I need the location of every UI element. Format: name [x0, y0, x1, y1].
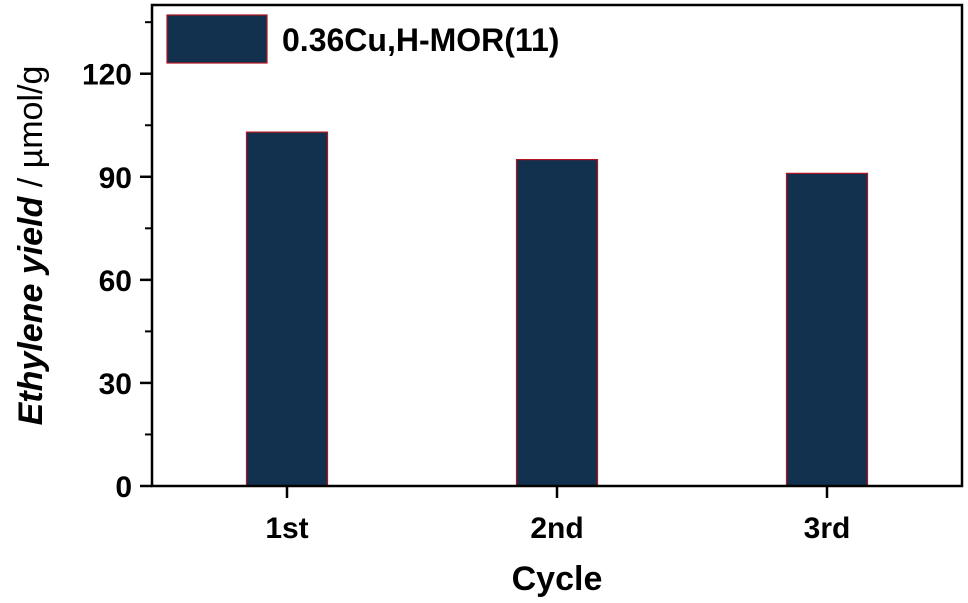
y-axis-title-main: Ethylene yield: [12, 195, 50, 425]
x-tick-label-2nd: 2nd: [530, 512, 583, 545]
y-tick-label-120: 120: [82, 59, 132, 92]
bar-3rd: [785, 172, 869, 487]
x-axis-title: Cycle: [512, 560, 603, 598]
y-tick-label-90: 90: [99, 162, 132, 195]
y-tick-label-30: 30: [99, 368, 132, 401]
legend-label: 0.36Cu,H-MOR(11): [282, 22, 559, 58]
x-tick-label-3rd: 3rd: [804, 512, 851, 545]
y-axis-title-units: / µmol/g: [12, 66, 50, 197]
bars-group: [245, 131, 869, 487]
legend-swatch: [166, 14, 268, 64]
bar-2nd: [515, 159, 599, 487]
x-tick-label-1st: 1st: [265, 512, 308, 545]
legend: 0.36Cu,H-MOR(11): [166, 14, 559, 64]
y-tick-label-0: 0: [115, 471, 132, 504]
y-tick-label-60: 60: [99, 265, 132, 298]
axes-group: 0 30 60 90 120 1st 2nd 3rd: [82, 3, 964, 545]
bar-1st: [245, 131, 329, 487]
y-axis-title: Ethylene yield / µmol/g: [12, 66, 50, 426]
